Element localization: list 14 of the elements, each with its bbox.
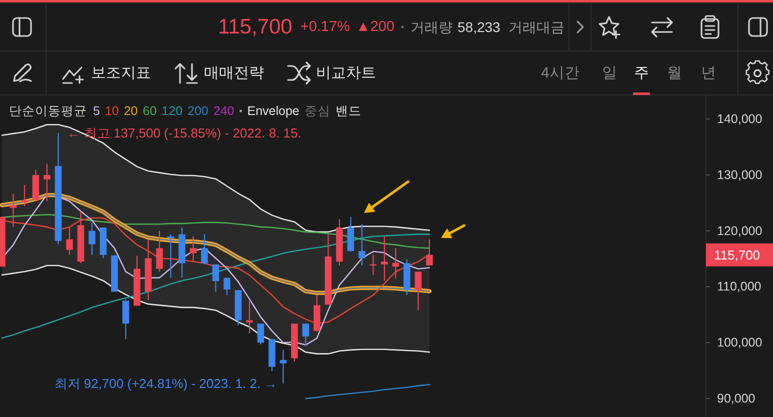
y-tick-label: 130,000: [717, 168, 762, 182]
note-high: ← 최고 137,500 (-15.85%) - 2022. 8. 15.: [67, 126, 302, 141]
y-tick-label: 120,000: [717, 224, 762, 238]
y-tick-label: 140,000: [717, 112, 762, 126]
header: 115,700 +0.17% ▲200 거래량 58,233 거래대금 보조지표 매매전략 비교차트 4시간 일 주 월 년: [91, 16, 716, 95]
legend: 단순이동평균 5 10 20 60 120 200 240 Envelope 중심 밴드: [9, 104, 362, 118]
y-tick-label: 100,000: [717, 336, 762, 350]
y-tick-label: 90,000: [717, 392, 756, 406]
legend-label: 240: [213, 104, 234, 118]
y-tick-label: 110,000: [717, 280, 762, 294]
annotation: Envelope: [247, 104, 300, 118]
price-tag: 115,700: [706, 243, 773, 266]
legend-title: 단순이동평균: [9, 104, 87, 118]
note-low: 최저 92,700 (+24.81%) - 2023. 1. 2. →: [54, 376, 278, 391]
